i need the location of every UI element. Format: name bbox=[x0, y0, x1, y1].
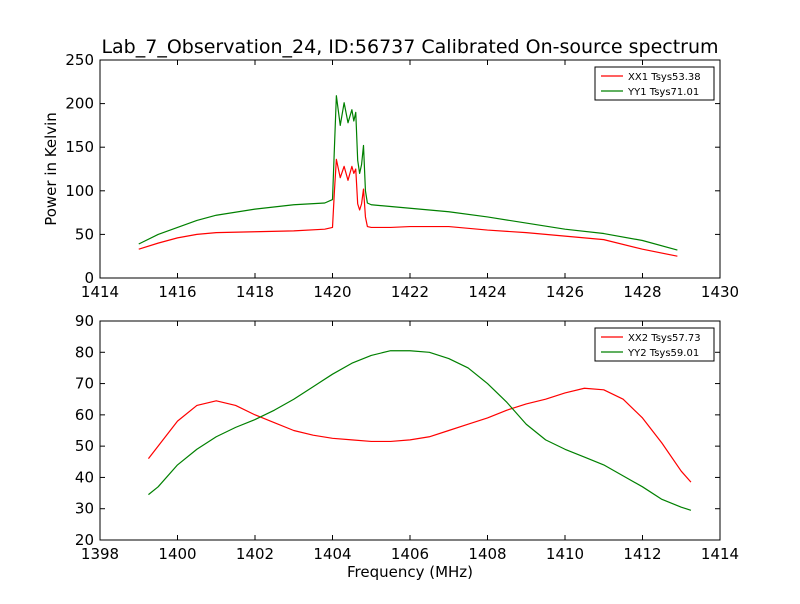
y-axis-label: Power in Kelvin bbox=[42, 112, 60, 226]
legend-label-1: XX1 Tsys53.38 bbox=[628, 72, 701, 83]
upper-panel: 1414 1416 1418 1420 1422 1424 1426 1428 1430 0 50 1… bbox=[42, 51, 739, 301]
x-tick-label: 1408 bbox=[468, 545, 506, 563]
y-tick-label: 90 bbox=[75, 312, 94, 330]
y-tick-label: 70 bbox=[75, 375, 94, 393]
x-tick-label: 1426 bbox=[546, 283, 584, 301]
y-tick-label: 0 bbox=[84, 269, 94, 287]
series-line-2 bbox=[138, 95, 678, 251]
legend: XX1 Tsys53.38 YY1 Tsys71.01 bbox=[594, 66, 715, 101]
legend-label-1: XX2 Tsys57.73 bbox=[628, 333, 701, 344]
legend-box bbox=[594, 327, 715, 362]
legend: XX2 Tsys57.73 YY2 Tsys59.01 bbox=[594, 327, 715, 362]
y-tick-label: 80 bbox=[75, 343, 94, 361]
legend-label-2: YY2 Tsys59.01 bbox=[627, 348, 699, 359]
x-tick-label: 1428 bbox=[623, 283, 661, 301]
chart-title: Lab_7_Observation_24, ID:56737 Calibrate… bbox=[101, 36, 718, 58]
x-tick-label: 1402 bbox=[236, 545, 274, 563]
x-tick-label: 1400 bbox=[158, 545, 196, 563]
x-tick-label: 1422 bbox=[391, 283, 429, 301]
legend-label-2: YY1 Tsys71.01 bbox=[627, 87, 699, 98]
x-tick-label: 1410 bbox=[546, 545, 584, 563]
y-tick-label: 20 bbox=[75, 531, 94, 549]
x-tick-label: 1430 bbox=[701, 283, 739, 301]
y-tick-label: 200 bbox=[65, 95, 94, 113]
x-tick-label: 1424 bbox=[468, 283, 506, 301]
x-tick-label: 1420 bbox=[313, 283, 351, 301]
series-line-1 bbox=[138, 158, 678, 257]
x-tick-label: 1414 bbox=[81, 283, 119, 301]
y-tick-label: 30 bbox=[75, 500, 94, 518]
x-tick-label: 1416 bbox=[158, 283, 196, 301]
series-line-1 bbox=[147, 387, 692, 483]
x-tick-label: 1412 bbox=[623, 545, 661, 563]
y-tick-label: 40 bbox=[75, 468, 94, 486]
x-tick-label: 1406 bbox=[391, 545, 429, 563]
y-tick-label: 50 bbox=[75, 225, 94, 243]
y-tick-label: 250 bbox=[65, 51, 94, 69]
x-tick-label: 1404 bbox=[313, 545, 351, 563]
x-tick-label: 1398 bbox=[81, 545, 119, 563]
x-tick-label: 1418 bbox=[236, 283, 274, 301]
y-tick-label: 100 bbox=[65, 182, 94, 200]
y-tick-label: 50 bbox=[75, 437, 94, 455]
legend-box bbox=[594, 66, 715, 101]
x-axis-label: Frequency (MHz) bbox=[347, 563, 473, 581]
y-tick-label: 150 bbox=[65, 138, 94, 156]
lower-panel: 1398 1400 1402 1404 1406 1408 1410 1412 1414 20 30… bbox=[75, 312, 739, 581]
x-tick-label: 1414 bbox=[701, 545, 739, 563]
series-line-2 bbox=[148, 350, 692, 511]
y-tick-label: 60 bbox=[75, 406, 94, 424]
